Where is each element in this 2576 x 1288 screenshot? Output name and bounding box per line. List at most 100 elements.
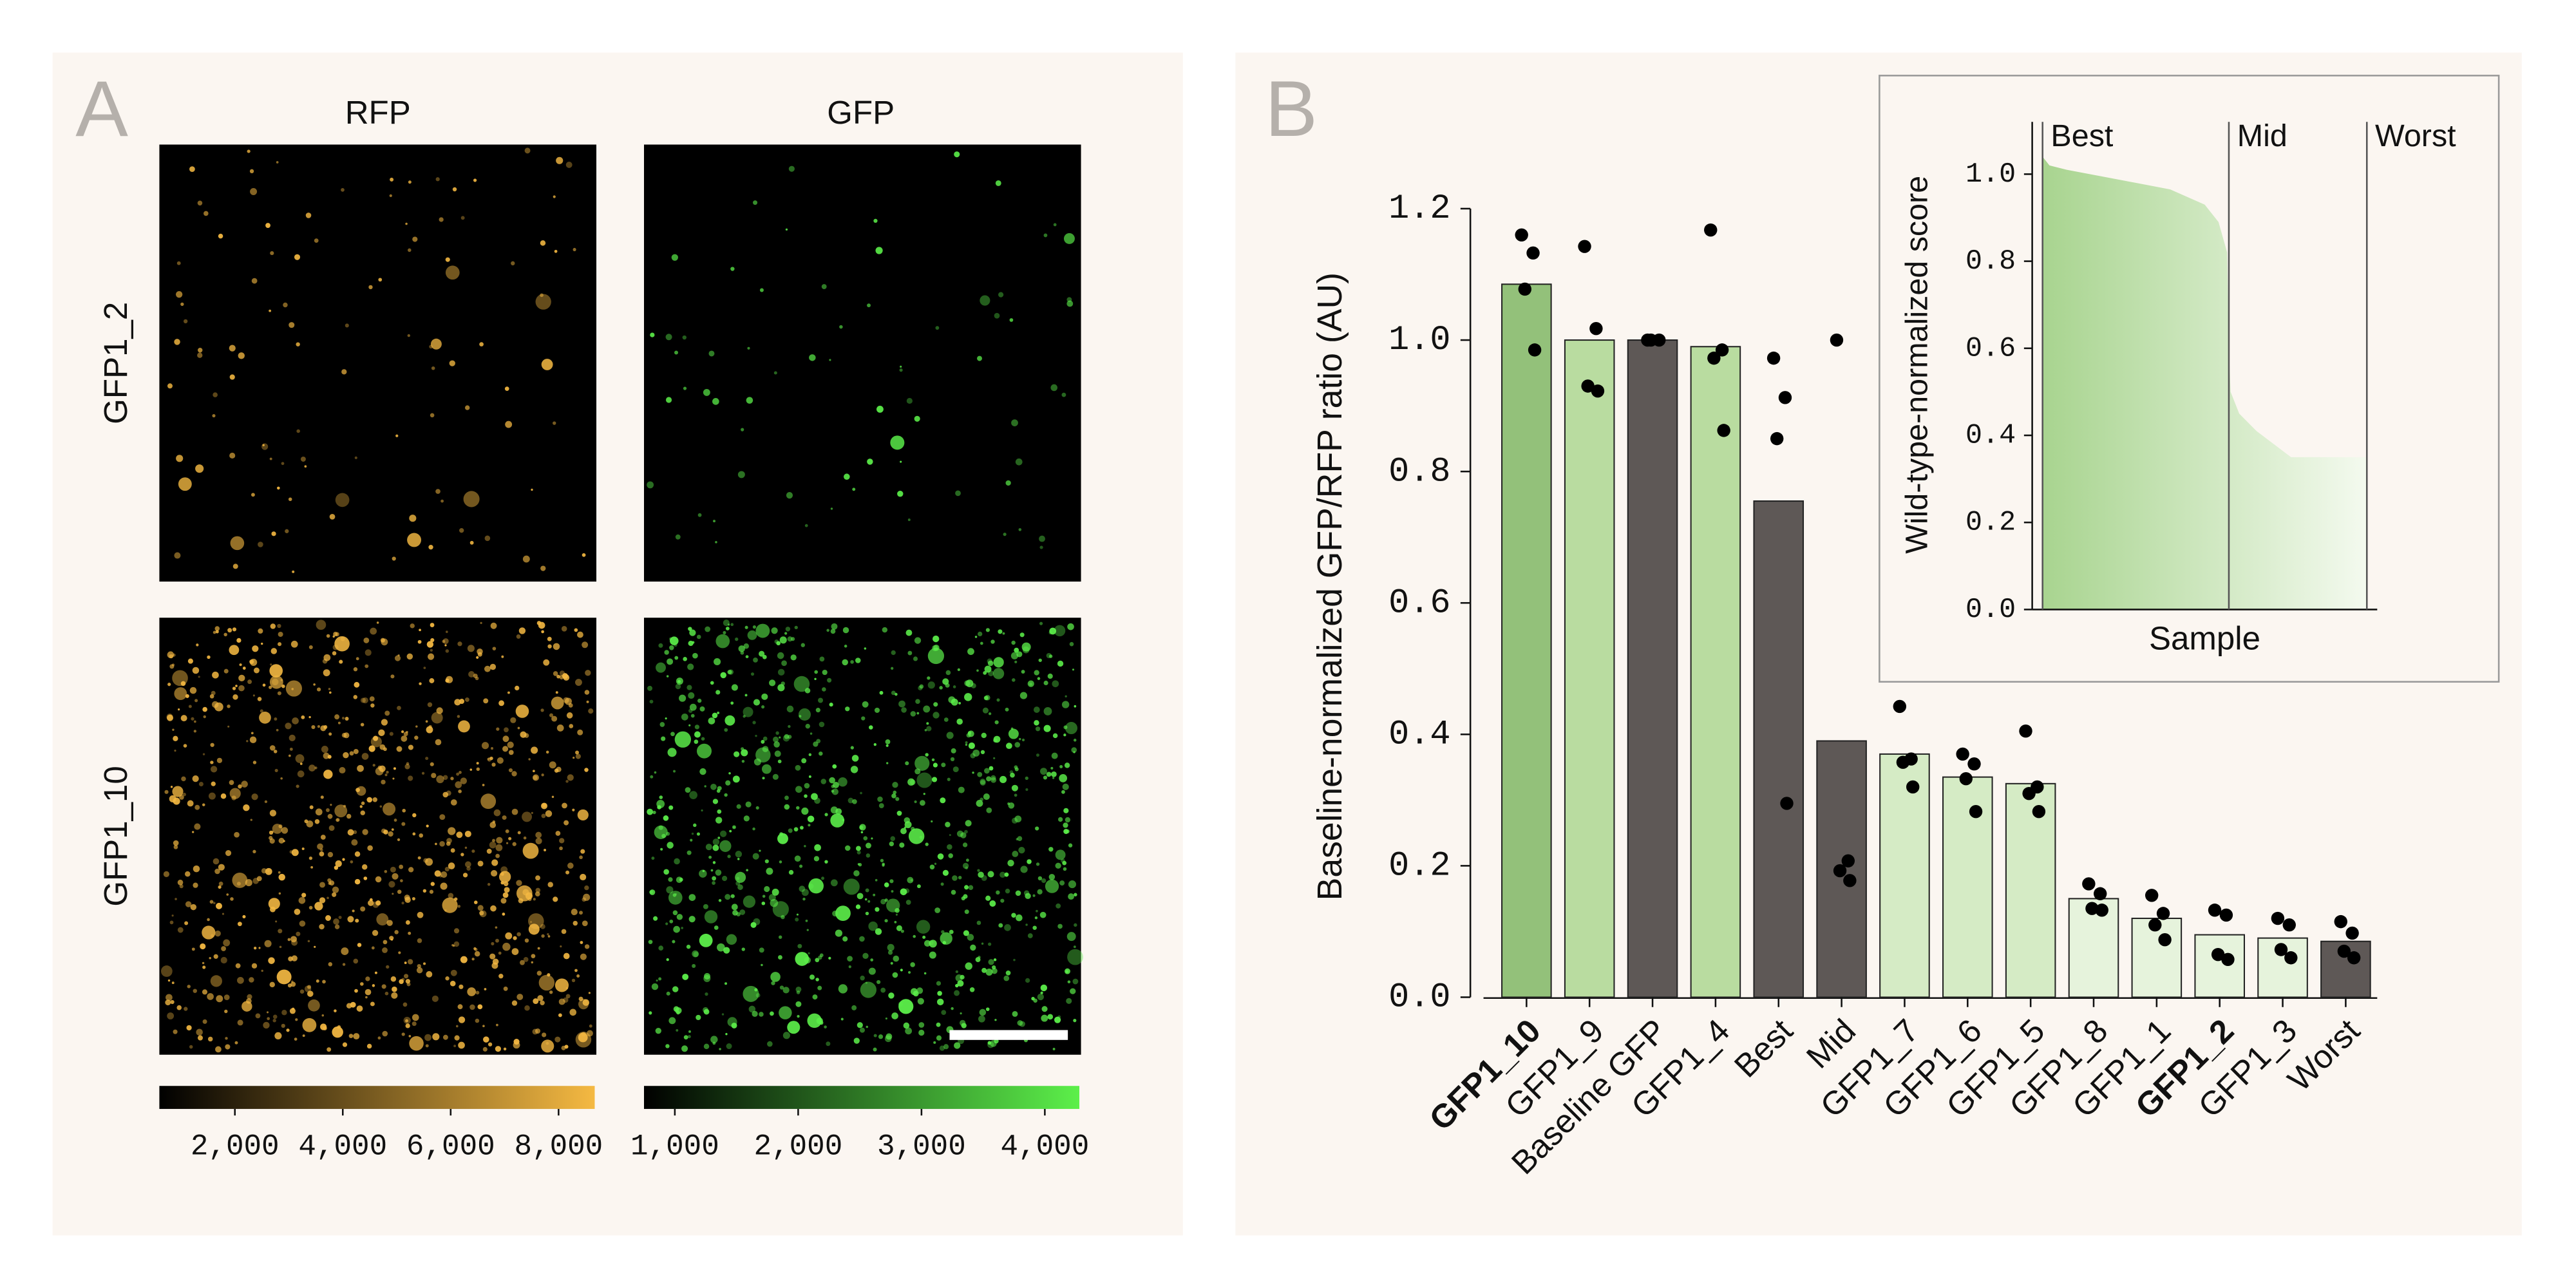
cell-signal xyxy=(947,844,952,850)
cell-signal xyxy=(354,456,357,459)
cell-signal xyxy=(229,788,241,799)
cell-signal xyxy=(800,643,805,647)
cell-signal xyxy=(480,621,482,625)
cell-signal xyxy=(753,657,758,663)
cell-signal xyxy=(777,833,788,844)
cell-signal xyxy=(955,970,959,974)
cell-signal xyxy=(691,832,694,835)
cell-signal xyxy=(253,947,257,950)
cell-signal xyxy=(1007,859,1014,867)
cell-signal xyxy=(782,987,790,994)
cell-signal xyxy=(873,1034,877,1037)
cell-signal xyxy=(347,916,354,923)
cell-signal xyxy=(681,1045,688,1052)
cell-signal xyxy=(848,965,851,969)
cell-signal xyxy=(375,767,384,775)
cell-signal xyxy=(580,849,585,854)
cell-signal xyxy=(453,1045,457,1048)
cell-signal xyxy=(575,750,580,755)
cell-signal xyxy=(422,889,427,893)
cell-signal xyxy=(878,1034,884,1039)
cell-signal xyxy=(890,961,893,965)
cell-signal xyxy=(1051,771,1057,777)
cell-signal xyxy=(933,702,938,707)
cell-signal xyxy=(1012,678,1016,682)
cell-signal xyxy=(689,629,696,636)
cell-signal xyxy=(350,860,354,864)
cell-signal xyxy=(761,901,766,905)
cell-signal xyxy=(868,921,878,931)
cell-signal xyxy=(663,815,669,821)
cell-signal xyxy=(661,736,666,741)
cell-signal xyxy=(224,1009,228,1014)
cell-signal xyxy=(708,350,715,357)
cell-signal xyxy=(276,728,279,732)
cell-signal xyxy=(877,796,883,802)
cell-signal xyxy=(739,909,746,915)
cell-signal xyxy=(214,930,221,937)
cell-signal xyxy=(412,832,416,836)
cell-signal xyxy=(976,669,979,672)
cell-signal xyxy=(1025,776,1028,781)
cell-signal xyxy=(377,1036,381,1040)
cell-signal xyxy=(238,352,245,359)
replicate-dot xyxy=(2334,914,2347,929)
cell-signal xyxy=(328,732,332,736)
cell-signal xyxy=(189,687,197,694)
cell-signal xyxy=(1019,692,1028,699)
cell-signal xyxy=(1011,419,1018,426)
micrograph xyxy=(644,144,1081,582)
cell-signal xyxy=(425,720,428,723)
cell-signal xyxy=(690,714,695,718)
cell-signal xyxy=(804,688,811,694)
cell-signal xyxy=(430,338,442,350)
cell-signal xyxy=(508,837,512,840)
cell-signal xyxy=(900,929,904,933)
cell-signal xyxy=(390,976,397,982)
cell-signal xyxy=(906,397,913,404)
cell-signal xyxy=(907,518,911,522)
cell-signal xyxy=(164,790,169,794)
cell-signal xyxy=(348,1034,354,1038)
cell-signal xyxy=(910,711,916,717)
cell-signal xyxy=(993,657,1004,668)
cell-signal xyxy=(1005,970,1011,976)
cell-signal xyxy=(730,623,734,627)
cell-signal xyxy=(295,1018,298,1021)
cell-signal xyxy=(895,692,898,696)
cell-signal xyxy=(464,697,469,702)
cell-signal xyxy=(815,978,819,981)
cell-signal xyxy=(916,987,923,994)
cell-signal xyxy=(1040,991,1043,994)
cell-signal xyxy=(327,813,333,819)
cell-signal xyxy=(853,1037,860,1044)
cell-signal xyxy=(712,712,718,719)
cell-signal xyxy=(273,750,278,753)
cell-signal xyxy=(304,819,308,824)
cell-signal xyxy=(1019,632,1025,638)
cell-signal xyxy=(569,724,574,728)
cell-signal xyxy=(816,1018,823,1025)
cell-signal xyxy=(541,630,544,634)
cell-signal xyxy=(195,464,204,473)
panel-letter: B xyxy=(1265,64,1318,153)
cell-signal xyxy=(1037,677,1041,680)
cell-signal xyxy=(489,663,497,670)
cell-signal xyxy=(464,830,471,838)
cell-signal xyxy=(1047,1014,1054,1020)
cell-signal xyxy=(965,820,972,827)
cell-signal xyxy=(407,959,413,965)
cell-signal xyxy=(895,913,898,916)
cell-signal xyxy=(1037,889,1043,895)
cell-signal xyxy=(952,766,959,773)
cell-signal xyxy=(504,887,510,893)
cell-signal xyxy=(988,712,992,715)
cell-signal xyxy=(804,794,808,798)
cell-signal xyxy=(907,650,913,656)
cell-signal xyxy=(900,969,903,972)
cell-signal xyxy=(923,793,925,795)
cell-signal xyxy=(945,822,951,828)
cell-signal xyxy=(511,1000,518,1006)
cell-signal xyxy=(1071,747,1077,753)
cell-signal xyxy=(923,972,927,975)
